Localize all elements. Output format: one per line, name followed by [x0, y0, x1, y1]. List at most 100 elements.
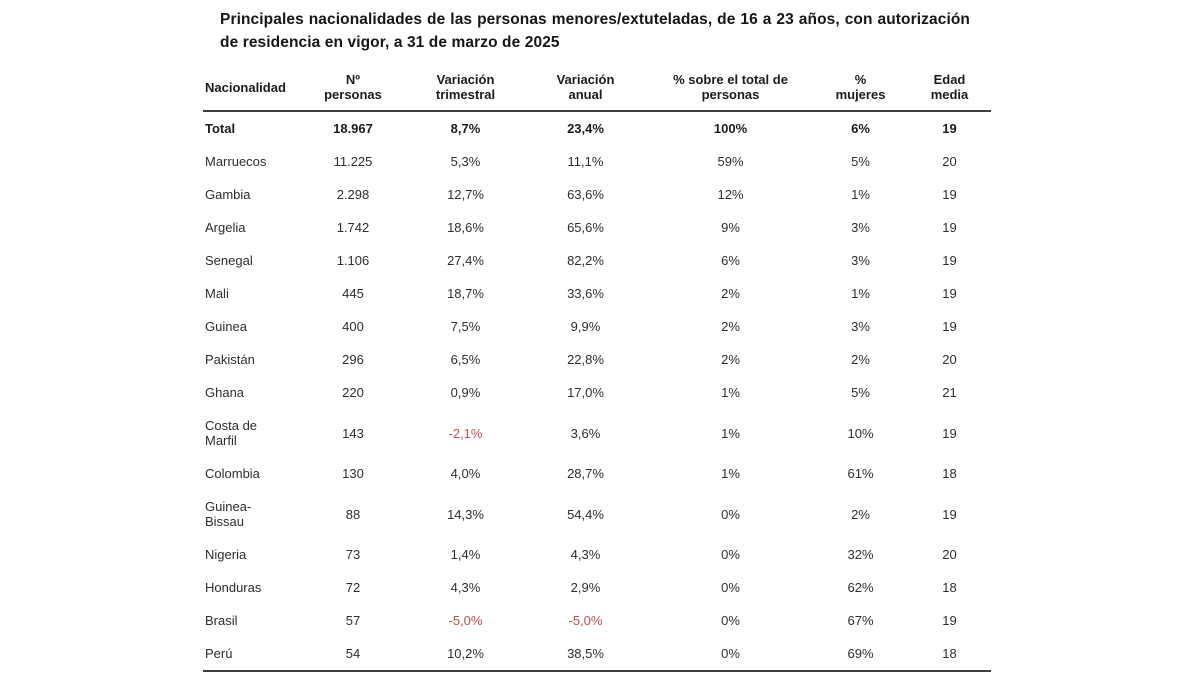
table-row: Brasil 57 -5,0% -5,0% 0% 67% 19 — [203, 604, 991, 637]
cell-pct_mujeres: 61% — [847, 466, 874, 481]
cell-pct_sobre_total: 100% — [713, 121, 748, 136]
cell-n_personas: 130 — [342, 466, 364, 481]
nationalities-table: Nacionalidad Nº personas Variación trime… — [203, 64, 991, 672]
cell-pct_mujeres: 10% — [847, 425, 874, 441]
cell-nacionalidad: Perú — [203, 637, 298, 671]
cell-n_personas: 1.742 — [336, 220, 370, 235]
cell-nacionalidad: Pakistán — [203, 343, 298, 376]
cell-variacion_trimestral: 27,4% — [447, 253, 484, 268]
cell-pct_sobre_total: 59% — [717, 154, 744, 169]
cell-variacion_trimestral: 18,6% — [447, 220, 484, 235]
cell-variacion_trimestral: 4,3% — [450, 580, 481, 595]
cell-variacion_trimestral: 5,3% — [450, 154, 481, 169]
table-row: Argelia 1.742 18,6% 65,6% 9% 3% 19 — [203, 211, 991, 244]
cell-edad_media: 20 — [942, 547, 957, 562]
cell-edad_media: 19 — [942, 425, 957, 441]
cell-variacion_anual: 82,2% — [567, 253, 604, 268]
cell-variacion_anual: 28,7% — [567, 466, 604, 481]
cell-variacion_anual: 17,0% — [567, 385, 604, 400]
cell-variacion_trimestral: 0,9% — [450, 385, 481, 400]
cell-edad_media: 19 — [942, 506, 957, 522]
cell-variacion_anual: 33,6% — [567, 286, 604, 301]
column-header-pct-sobre-total: % sobre el total de personas — [673, 72, 788, 102]
cell-edad_media: 21 — [942, 385, 957, 400]
cell-pct_mujeres: 69% — [847, 646, 874, 661]
cell-variacion_anual: 38,5% — [567, 646, 604, 661]
nationality-label: Guinea-Bissau — [205, 499, 252, 529]
cell-variacion_trimestral: 7,5% — [450, 319, 481, 334]
table-row: Marruecos 11.225 5,3% 11,1% 59% 5% 20 — [203, 145, 991, 178]
table-row: Gambia 2.298 12,7% 63,6% 12% 1% 19 — [203, 178, 991, 211]
cell-edad_media: 18 — [942, 580, 957, 595]
nationality-label: Costa de Marfil — [205, 418, 258, 448]
table-row: Honduras 72 4,3% 2,9% 0% 62% 18 — [203, 571, 991, 604]
cell-edad_media: 19 — [942, 319, 957, 334]
cell-pct_mujeres: 6% — [851, 121, 870, 136]
cell-variacion_anual: 23,4% — [567, 121, 604, 136]
cell-edad_media: 19 — [942, 187, 957, 202]
cell-variacion_trimestral: -2,1% — [448, 425, 483, 441]
cell-variacion_anual: 11,1% — [567, 154, 604, 169]
cell-edad_media: 19 — [942, 253, 957, 268]
column-header-nacionalidad: Nacionalidad — [205, 79, 286, 95]
cell-pct_sobre_total: 0% — [721, 506, 740, 522]
nationality-label: Total — [205, 121, 236, 136]
cell-nacionalidad: Guinea — [203, 310, 298, 343]
cell-pct_mujeres: 1% — [851, 187, 870, 202]
table-header: Nacionalidad Nº personas Variación trime… — [203, 64, 991, 111]
cell-pct_sobre_total: 0% — [721, 613, 740, 628]
table-header-row: Nacionalidad Nº personas Variación trime… — [203, 64, 991, 111]
table-row: Perú 54 10,2% 38,5% 0% 69% 18 — [203, 637, 991, 671]
cell-pct_sobre_total: 12% — [717, 187, 744, 202]
cell-pct_mujeres: 3% — [851, 253, 870, 268]
cell-n_personas: 18.967 — [333, 121, 373, 136]
cell-variacion_anual: -5,0% — [568, 613, 603, 628]
nationality-label: Honduras — [205, 580, 262, 595]
cell-n_personas: 54 — [345, 646, 361, 661]
cell-edad_media: 19 — [942, 286, 957, 301]
table-row: Senegal 1.106 27,4% 82,2% 6% 3% 19 — [203, 244, 991, 277]
cell-pct_sobre_total: 1% — [721, 425, 740, 441]
cell-nacionalidad: Colombia — [203, 457, 298, 490]
cell-variacion_anual: 65,6% — [567, 220, 604, 235]
cell-pct_mujeres: 62% — [847, 580, 874, 595]
table-row: Nigeria 73 1,4% 4,3% 0% 32% 20 — [203, 538, 991, 571]
nationality-label: Guinea — [205, 319, 247, 334]
nationality-label: Perú — [205, 646, 233, 661]
cell-pct_mujeres: 5% — [851, 385, 870, 400]
cell-pct_mujeres: 2% — [851, 352, 870, 367]
cell-n_personas: 400 — [342, 319, 364, 334]
cell-variacion_anual: 9,9% — [570, 319, 601, 334]
nationality-label: Marruecos — [205, 154, 267, 169]
cell-variacion_anual: 54,4% — [567, 506, 604, 522]
cell-nacionalidad: Brasil — [203, 604, 298, 637]
nationality-label: Colombia — [205, 466, 260, 481]
nationality-label: Ghana — [205, 385, 245, 400]
cell-nacionalidad: Total — [203, 111, 298, 145]
nationality-label: Mali — [205, 286, 229, 301]
cell-pct_sobre_total: 0% — [721, 646, 740, 661]
cell-nacionalidad: Argelia — [203, 211, 298, 244]
table-row: Costa de Marfil 143 -2,1% 3,6% 1% 10% 19 — [203, 409, 991, 457]
cell-nacionalidad: Honduras — [203, 571, 298, 604]
cell-variacion_anual: 22,8% — [567, 352, 604, 367]
cell-nacionalidad: Guinea-Bissau — [203, 490, 298, 538]
cell-nacionalidad: Senegal — [203, 244, 298, 277]
cell-nacionalidad: Mali — [203, 277, 298, 310]
cell-variacion_trimestral: 10,2% — [447, 646, 484, 661]
cell-n_personas: 143 — [342, 425, 364, 441]
cell-variacion_trimestral: 18,7% — [447, 286, 484, 301]
cell-variacion_anual: 2,9% — [570, 580, 601, 595]
cell-pct_sobre_total: 2% — [721, 319, 740, 334]
cell-edad_media: 18 — [942, 466, 957, 481]
cell-variacion_trimestral: 4,0% — [450, 466, 481, 481]
cell-variacion_trimestral: 12,7% — [447, 187, 484, 202]
nationality-label: Nigeria — [205, 547, 247, 562]
table-row: Guinea-Bissau 88 14,3% 54,4% 0% 2% 19 — [203, 490, 991, 538]
cell-n_personas: 220 — [342, 385, 364, 400]
column-header-edad-media: Edad media — [930, 72, 969, 102]
cell-n_personas: 296 — [342, 352, 364, 367]
table-body: Total 18.967 8,7% 23,4% 100% 6% 19 Marruecos 11.… — [203, 111, 991, 671]
table-row: Guinea 400 7,5% 9,9% 2% 3% 19 — [203, 310, 991, 343]
cell-pct_mujeres: 3% — [851, 319, 870, 334]
